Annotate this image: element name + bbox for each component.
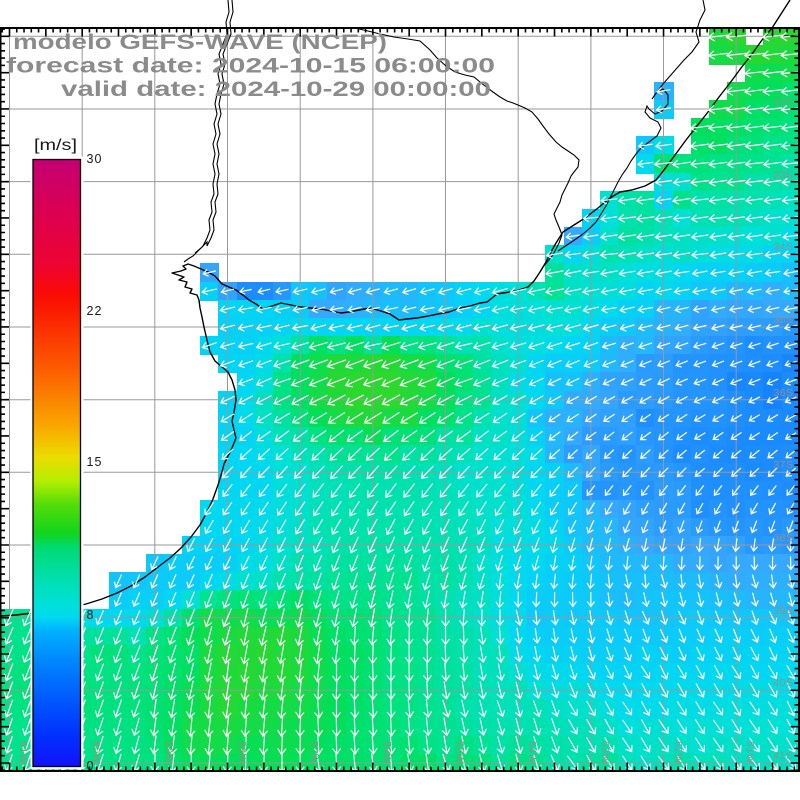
svg-text:22: 22 (87, 304, 103, 318)
svg-text:56W: 56W (381, 741, 393, 764)
svg-text:39S: 39S (773, 605, 793, 617)
svg-text:51W: 51W (744, 741, 756, 764)
svg-text:41S: 41S (773, 750, 793, 762)
svg-text:15: 15 (87, 455, 103, 469)
svg-text:37S: 37S (773, 459, 793, 471)
svg-text:8: 8 (87, 608, 95, 622)
svg-text:modelo GEFS-WAVE (NCEP): modelo GEFS-WAVE (NCEP) (13, 31, 387, 54)
svg-text:59W: 59W (163, 741, 175, 764)
svg-text:35S: 35S (773, 314, 793, 326)
svg-text:53W: 53W (599, 741, 611, 764)
svg-text:54W: 54W (526, 741, 538, 764)
svg-text:[m/s]: [m/s] (34, 137, 77, 154)
svg-text:40S: 40S (773, 677, 793, 689)
svg-text:58W: 58W (236, 741, 248, 764)
svg-text:52W: 52W (672, 741, 684, 764)
svg-text:38S: 38S (773, 532, 793, 544)
svg-text:valid date: 2024-10-29 00:00:0: valid date: 2024-10-29 00:00:00 (61, 78, 491, 101)
svg-text:34S: 34S (773, 241, 793, 253)
svg-text:33S: 33S (773, 169, 793, 181)
svg-text:30: 30 (87, 152, 103, 166)
svg-text:36S: 36S (773, 387, 793, 399)
svg-text:61W: 61W (17, 741, 29, 764)
svg-text:55W: 55W (454, 741, 466, 764)
svg-text:0: 0 (87, 759, 95, 773)
svg-text:forecast date: 2024-10-15 06:0: forecast date: 2024-10-15 06:00:00 (6, 55, 495, 78)
svg-text:32S: 32S (773, 96, 793, 108)
svg-text:57W: 57W (308, 741, 320, 764)
